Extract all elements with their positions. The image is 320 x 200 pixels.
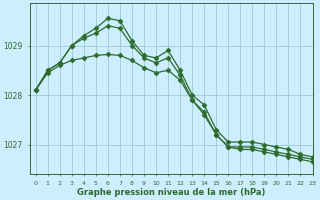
- X-axis label: Graphe pression niveau de la mer (hPa): Graphe pression niveau de la mer (hPa): [77, 188, 265, 197]
